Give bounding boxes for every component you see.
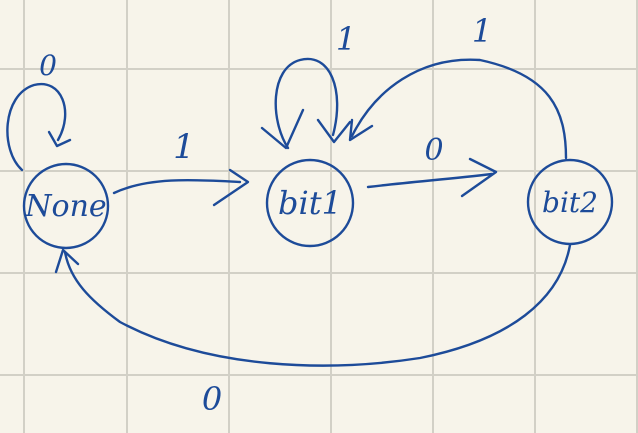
state-none-label: None	[24, 189, 106, 224]
bit1-self-loop-arrowhead-left	[260, 108, 305, 150]
transition-none-to-bit1: 1	[112, 127, 250, 207]
none-to-bit1-arrowhead	[212, 168, 250, 207]
bit1-self-loop-arrowhead-right	[316, 118, 352, 144]
transition-bit2-to-none: 0	[54, 243, 572, 418]
bit2-to-bit1-arrow	[350, 58, 568, 160]
state-bit1: bit1	[265, 158, 355, 248]
none-to-bit1-label: 1	[173, 127, 195, 167]
bit2-to-bit1-arrowhead	[348, 118, 374, 142]
transition-bit1-to-bit2: 0	[366, 133, 498, 198]
state-none: None	[22, 162, 110, 250]
state-bit2: bit2	[526, 158, 614, 246]
transition-none-self: 0	[6, 49, 72, 172]
bit2-to-none-arrowhead	[54, 248, 80, 274]
bit1-self-loop-label: 1	[336, 20, 356, 58]
bit2-to-none-arrow	[63, 243, 572, 367]
transition-bit2-to-bit1: 1	[348, 12, 568, 160]
transition-bit1-self: 1	[260, 20, 356, 150]
bit1-to-bit2-label: 0	[424, 133, 443, 168]
state-bit1-label: bit1	[278, 184, 342, 222]
state-bit1-circle	[265, 158, 355, 248]
bit1-to-bit2-arrowhead	[460, 157, 498, 198]
bit2-to-bit1-label: 1	[472, 12, 492, 50]
none-self-loop-label: 0	[39, 49, 57, 82]
bit2-to-none-label: 0	[202, 380, 222, 418]
none-self-loop-arrowhead	[47, 130, 72, 148]
none-to-bit1-arrow	[112, 178, 242, 195]
none-self-loop-arrow	[6, 82, 67, 172]
bit1-to-bit2-arrow	[366, 172, 494, 189]
bit1-self-loop-arrow	[274, 57, 339, 150]
state-none-circle	[22, 162, 110, 250]
state-bit2-label: bit2	[542, 186, 598, 219]
